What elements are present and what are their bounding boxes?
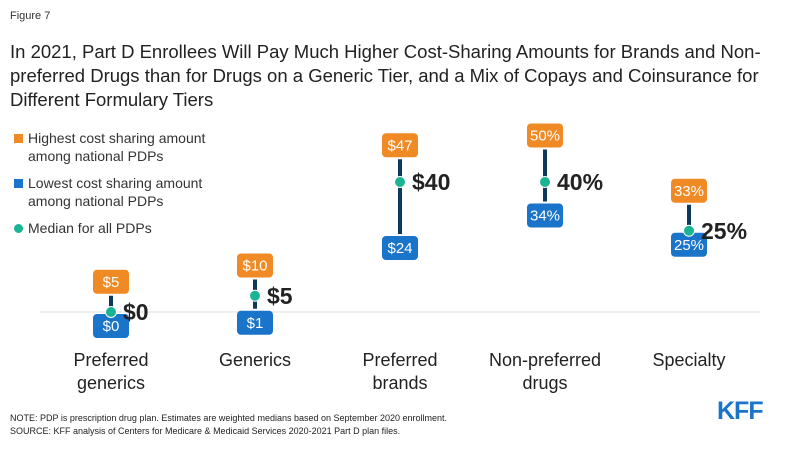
low-value-box bbox=[527, 203, 563, 228]
high-value-box bbox=[527, 123, 563, 148]
figure-label: Figure 7 bbox=[10, 10, 51, 22]
median-label: $5 bbox=[267, 283, 293, 309]
category-label: Non-preferred bbox=[489, 350, 601, 370]
footnote: NOTE: PDP is prescription drug plan. Est… bbox=[10, 412, 447, 438]
legend-swatch-median bbox=[14, 224, 23, 233]
legend: Highest cost sharing amount among nation… bbox=[14, 129, 314, 246]
median-dot bbox=[683, 224, 695, 237]
category-label: drugs bbox=[522, 373, 567, 393]
median-label: $0 bbox=[123, 299, 149, 325]
low-value-box bbox=[93, 314, 129, 338]
legend-label-lowest-line2: among national PDPs bbox=[28, 193, 164, 209]
high-value-label: 50% bbox=[530, 128, 560, 145]
high-value-label: $10 bbox=[242, 258, 267, 275]
median-label: 40% bbox=[557, 169, 603, 195]
high-value-label: $47 bbox=[387, 137, 412, 154]
legend-label-median: Median for all PDPs bbox=[28, 220, 152, 236]
low-value-box bbox=[382, 236, 418, 260]
category-label: brands bbox=[372, 373, 427, 393]
category-label: generics bbox=[77, 373, 145, 393]
kff-logo: KFF bbox=[717, 397, 764, 425]
median-dot bbox=[105, 306, 117, 318]
median-dot bbox=[539, 176, 551, 188]
category-label: Preferred bbox=[73, 350, 148, 370]
high-value-box bbox=[93, 269, 129, 294]
legend-label-highest-line1: Highest cost sharing amount bbox=[28, 130, 206, 146]
median-label: $40 bbox=[412, 169, 450, 195]
legend-item-median: Median for all PDPs bbox=[14, 219, 314, 237]
median-dot bbox=[249, 289, 261, 302]
legend-label-highest-line2: among national PDPs bbox=[28, 148, 164, 164]
note-text: NOTE: PDP is prescription drug plan. Est… bbox=[10, 413, 448, 423]
low-value-label: $1 bbox=[247, 315, 264, 332]
high-value-label: $5 bbox=[103, 274, 120, 291]
low-value-label: 34% bbox=[530, 208, 560, 225]
low-value-label: $24 bbox=[387, 240, 412, 257]
source-text: SOURCE: KFF analysis of Centers for Medi… bbox=[10, 426, 401, 436]
high-value-box bbox=[382, 133, 418, 158]
high-value-box bbox=[237, 253, 273, 278]
legend-label-lowest-line1: Lowest cost sharing amount bbox=[28, 175, 203, 191]
category-label: Generics bbox=[219, 350, 291, 370]
category-label: Specialty bbox=[652, 350, 725, 370]
median-label: 25% bbox=[701, 218, 747, 244]
median-dot bbox=[394, 176, 406, 188]
legend-item-lowest: Lowest cost sharing amount among nationa… bbox=[14, 174, 314, 210]
high-value-label: 33% bbox=[674, 183, 704, 200]
legend-swatch-highest bbox=[14, 134, 23, 143]
low-value-label: 25% bbox=[674, 237, 704, 254]
chart-title: In 2021, Part D Enrollees Will Pay Much … bbox=[10, 41, 761, 110]
legend-item-highest: Highest cost sharing amount among nation… bbox=[14, 129, 314, 165]
high-value-box bbox=[671, 178, 707, 203]
low-value-label: $0 bbox=[103, 318, 120, 335]
low-value-box bbox=[671, 232, 707, 257]
low-value-box bbox=[237, 310, 273, 335]
legend-swatch-lowest bbox=[14, 179, 23, 188]
category-label: Preferred bbox=[362, 350, 437, 370]
